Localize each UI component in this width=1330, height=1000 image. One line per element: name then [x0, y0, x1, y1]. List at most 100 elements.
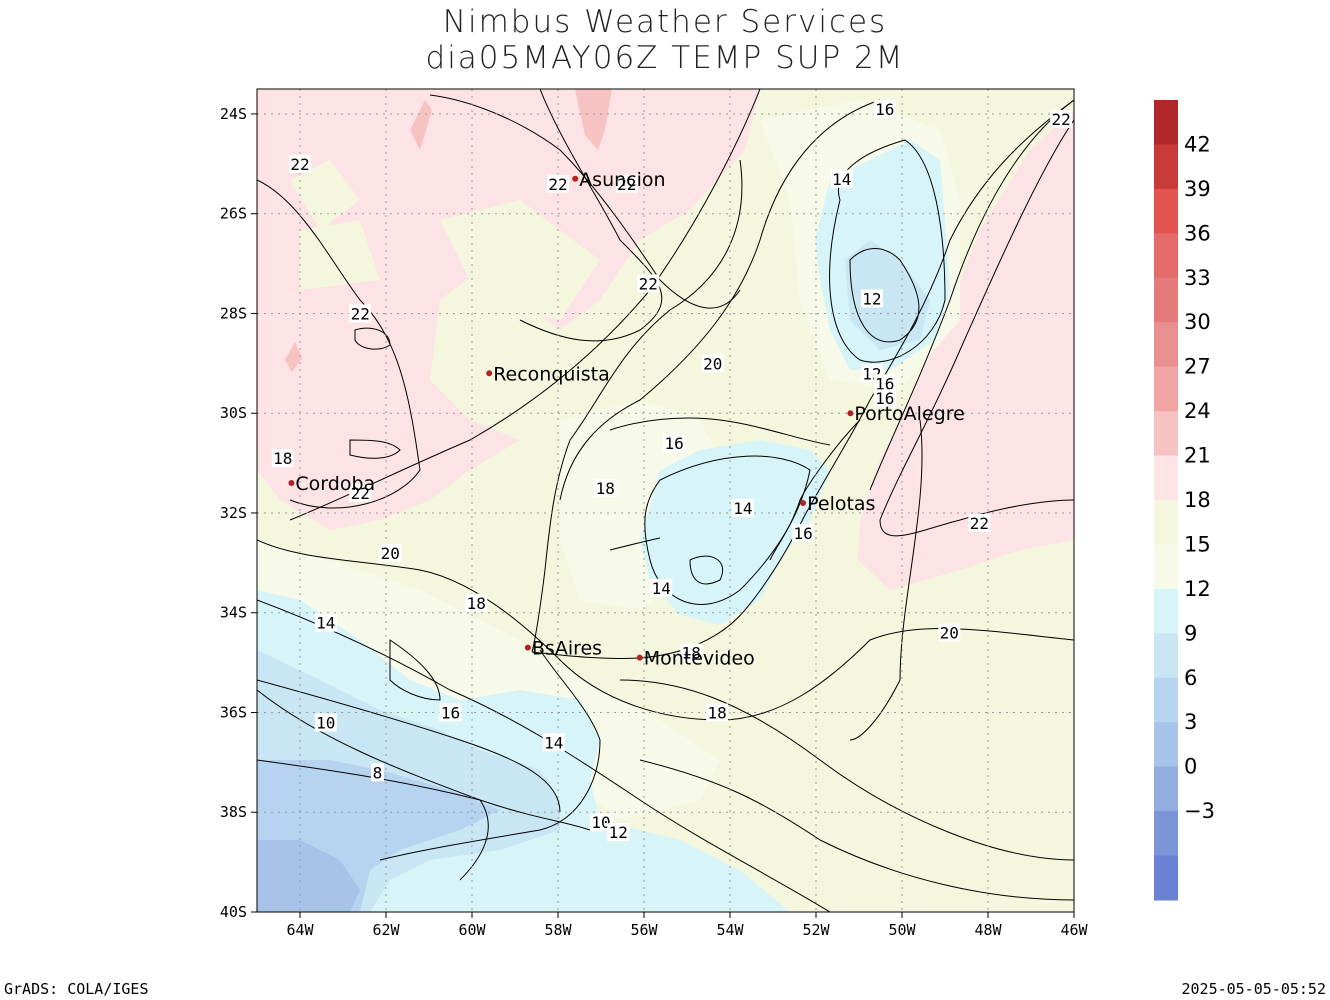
contour-label-bg: [873, 389, 896, 408]
colorbar-label: 36: [1184, 221, 1211, 245]
colorbar-swatch: [1154, 811, 1178, 857]
contour-label: 20: [703, 354, 722, 373]
contour-label-bg: [465, 593, 488, 612]
contour-label: 20: [381, 544, 400, 563]
contour-line: [559, 99, 881, 501]
city-marker: [847, 410, 854, 417]
tick-label-lon: 50W: [888, 921, 916, 939]
field-15-18: [257, 540, 720, 820]
colorbar-swatch: [1154, 455, 1178, 501]
temperature-fill-layer: [257, 89, 1074, 912]
colorbar-label: 30: [1184, 310, 1211, 334]
field-18-21: [300, 220, 380, 290]
contour-label: 22: [970, 514, 989, 533]
colorbar-label: 21: [1184, 444, 1211, 468]
colorbar-swatch: [1154, 500, 1178, 545]
contour-line: [389, 639, 441, 701]
contour-label: 16: [441, 703, 460, 722]
contour-label: 18: [596, 479, 615, 498]
contour-label: 18: [273, 449, 292, 468]
contour-line: [644, 455, 811, 605]
tick-label-lat: 32S: [220, 504, 247, 522]
contour-label-bg: [701, 354, 724, 373]
contour-label: 22: [351, 304, 370, 323]
colorbar-label: 39: [1184, 177, 1211, 201]
contour-label: 14: [832, 170, 851, 189]
tick-label-lon: 46W: [1060, 921, 1088, 939]
contour-label-bg: [731, 498, 754, 517]
contour-line: [349, 439, 401, 459]
contour-label-bg: [542, 733, 565, 752]
tick-label-lon: 52W: [802, 921, 830, 939]
field-21-24-east: [858, 110, 1074, 590]
colorbar-swatch: [1154, 144, 1178, 190]
contour-label-bg: [370, 763, 384, 782]
contour-label: 22: [639, 275, 658, 294]
contour-line: [257, 689, 489, 881]
field-3-6: [257, 840, 360, 912]
contour-label-bg: [349, 304, 372, 323]
city-marker: [800, 499, 807, 506]
contour-label-bg: [680, 643, 703, 662]
contour-label: 8: [373, 763, 383, 782]
coastline: [379, 649, 601, 861]
contour-label: 20: [940, 624, 959, 643]
contour-label-bg: [650, 578, 673, 597]
contour-label-bg: [547, 174, 569, 193]
colorbar-label: 42: [1184, 132, 1211, 156]
contour-label-bg: [706, 703, 729, 722]
tick-label-lat: 26S: [220, 205, 247, 223]
colorbar-label: 0: [1184, 755, 1197, 779]
contour-label-bg: [314, 613, 337, 632]
contour-label-bg: [873, 99, 896, 118]
contour-label-bg: [637, 274, 660, 293]
border-line: [609, 537, 661, 551]
footer-credit: GrADS: COLA/IGES: [4, 980, 149, 998]
contour-line: [257, 679, 561, 813]
contour-line: [257, 179, 421, 509]
tick-label-lat: 30S: [220, 404, 247, 422]
colorbar-label: 33: [1184, 266, 1211, 290]
colorbar-label: 15: [1184, 532, 1211, 556]
contour-label: 12: [609, 823, 628, 842]
contour-label: 16: [793, 524, 812, 543]
field-18-21: [440, 200, 600, 320]
contour-label-bg: [607, 823, 630, 842]
tick-label-lat: 40S: [220, 903, 247, 921]
colorbar-label: −3: [1184, 799, 1215, 823]
contour-label: 16: [875, 374, 894, 393]
tick-label-lon: 48W: [974, 921, 1002, 939]
tick-label-lat: 28S: [220, 304, 247, 322]
contour-line: [829, 139, 946, 363]
chart-subtitle: dia05MAY06Z TEMP SUP 2M: [425, 40, 905, 76]
colorbar-swatch: [1154, 722, 1178, 768]
border-line: [531, 159, 743, 653]
colorbar-label: 6: [1184, 666, 1197, 690]
colorbar-swatch: [1154, 411, 1178, 457]
colorbar-swatch: [1154, 100, 1178, 145]
colorbar-label: 24: [1184, 399, 1211, 423]
contour-label-bg: [590, 813, 612, 832]
coastline: [531, 99, 1074, 659]
contour-label: 14: [544, 733, 563, 752]
contour-label-bg: [873, 374, 896, 393]
contour-label: 18: [682, 644, 701, 663]
city-marker: [288, 480, 295, 487]
contour-label: 14: [316, 614, 335, 633]
contour-line: [257, 539, 1074, 721]
colorbar-swatch: [1154, 544, 1178, 590]
contour-label: 18: [467, 594, 486, 613]
contour-label-bg: [830, 169, 853, 188]
contour-label-bg: [594, 479, 617, 498]
contour-line: [289, 89, 761, 521]
contour-line: [257, 759, 591, 831]
contour-label-bg: [271, 449, 294, 468]
colorbar-label: 12: [1184, 577, 1211, 601]
border-line: [609, 417, 831, 446]
contour-label-bg: [1050, 109, 1073, 128]
border-line: [429, 94, 741, 309]
contour-label-bg: [289, 154, 311, 173]
